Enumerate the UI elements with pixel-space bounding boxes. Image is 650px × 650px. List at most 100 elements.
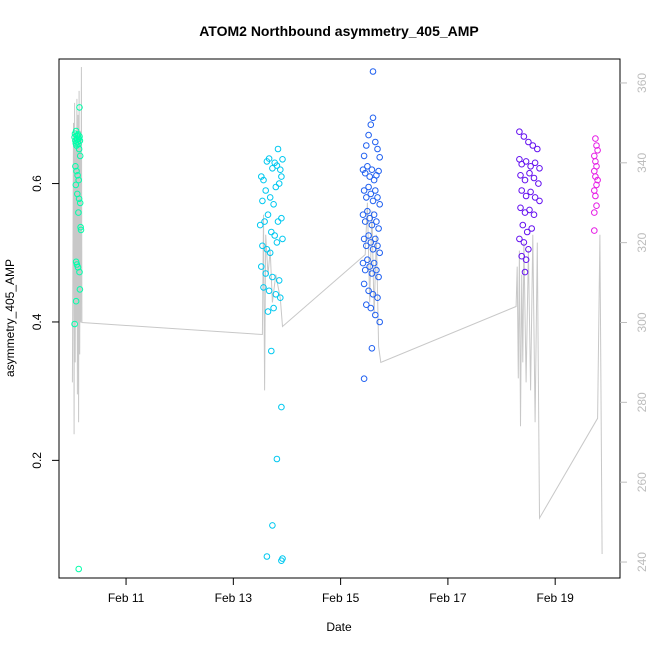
points-layer — [71, 68, 601, 573]
data-point — [591, 209, 598, 216]
data-point — [274, 145, 282, 153]
x-tick-label: Feb 15 — [322, 591, 360, 605]
data-point — [365, 287, 372, 295]
data-point — [265, 155, 273, 162]
x-tick-label: Feb 19 — [537, 591, 575, 605]
data-point — [72, 163, 79, 170]
data-point — [535, 180, 542, 187]
data-point — [259, 197, 266, 205]
data-point — [530, 174, 538, 182]
data-point — [520, 133, 528, 140]
data-point — [591, 187, 598, 194]
data-point — [269, 522, 276, 529]
data-point — [527, 163, 534, 170]
data-point — [369, 291, 377, 298]
data-point — [264, 308, 272, 315]
data-point — [273, 162, 281, 169]
data-point — [365, 131, 372, 139]
data-point — [76, 152, 84, 160]
data-point — [279, 156, 286, 163]
y-tick-label: 0.2 — [30, 452, 44, 469]
data-point — [517, 204, 524, 212]
data-point — [275, 277, 283, 284]
data-point — [363, 242, 370, 250]
data-point — [523, 228, 531, 236]
data-point — [374, 242, 381, 250]
data-point — [526, 206, 533, 214]
data-point — [376, 201, 384, 208]
data-point — [262, 187, 270, 194]
data-point — [359, 166, 367, 173]
data-point — [260, 284, 267, 291]
data-point — [74, 172, 81, 179]
data-point — [522, 158, 530, 165]
data-point — [372, 235, 379, 243]
data-point — [536, 165, 543, 172]
data-point — [75, 209, 82, 216]
data-point — [368, 166, 376, 173]
data-point — [269, 273, 276, 281]
data-point — [369, 197, 377, 205]
data-point — [370, 211, 378, 218]
data-point — [363, 194, 370, 201]
data-point — [258, 173, 265, 180]
data-point — [521, 176, 529, 184]
data-point — [273, 455, 281, 463]
data-point — [531, 159, 539, 167]
data-point — [72, 181, 80, 189]
data-point — [529, 142, 537, 149]
chart-title: ATOM2 Northbound asymmetry_405_AMP — [199, 23, 479, 39]
data-point — [279, 235, 286, 243]
data-point — [75, 195, 83, 203]
data-point — [271, 232, 279, 239]
data-point — [273, 239, 281, 246]
data-point — [262, 270, 270, 277]
data-point — [76, 104, 83, 111]
data-point — [364, 163, 371, 170]
data-point — [593, 142, 600, 149]
data-point — [369, 68, 377, 75]
y-axis-right: 240 260 280 300 320 340 360 — [620, 73, 649, 572]
data-point — [530, 211, 538, 218]
data-point — [374, 194, 381, 201]
data-point — [527, 188, 534, 196]
data-point — [592, 192, 599, 200]
data-point — [277, 294, 284, 302]
data-point — [594, 147, 601, 154]
data-point — [72, 127, 80, 135]
data-point — [369, 246, 377, 253]
data-point — [278, 214, 285, 222]
data-point — [278, 403, 285, 411]
data-point — [366, 263, 374, 270]
data-point — [376, 154, 384, 161]
data-point — [270, 304, 277, 312]
data-point — [591, 152, 598, 160]
data-point — [77, 226, 85, 234]
y2-tick-label: 300 — [635, 312, 649, 332]
data-point — [359, 259, 367, 267]
data-point — [268, 347, 275, 355]
data-point — [369, 114, 377, 122]
data-point — [361, 169, 369, 177]
y2-tick-label: 240 — [635, 552, 649, 572]
data-point — [368, 270, 376, 277]
data-point — [360, 152, 368, 160]
data-point — [72, 258, 80, 266]
y2-tick-label: 260 — [635, 472, 649, 492]
data-point — [372, 138, 379, 146]
data-point — [264, 211, 272, 218]
data-point — [361, 218, 369, 225]
data-point — [360, 280, 368, 288]
data-point — [525, 138, 532, 146]
y-tick-label: 0.4 — [30, 313, 44, 330]
y2-tick-label: 320 — [635, 232, 649, 252]
data-point — [531, 194, 539, 201]
data-point — [363, 142, 370, 149]
data-point — [592, 135, 599, 142]
data-point — [594, 176, 601, 184]
data-point — [75, 176, 82, 184]
x-tick-label: Feb 13 — [215, 591, 253, 605]
data-point — [521, 268, 529, 276]
y2-tick-label: 280 — [635, 392, 649, 412]
